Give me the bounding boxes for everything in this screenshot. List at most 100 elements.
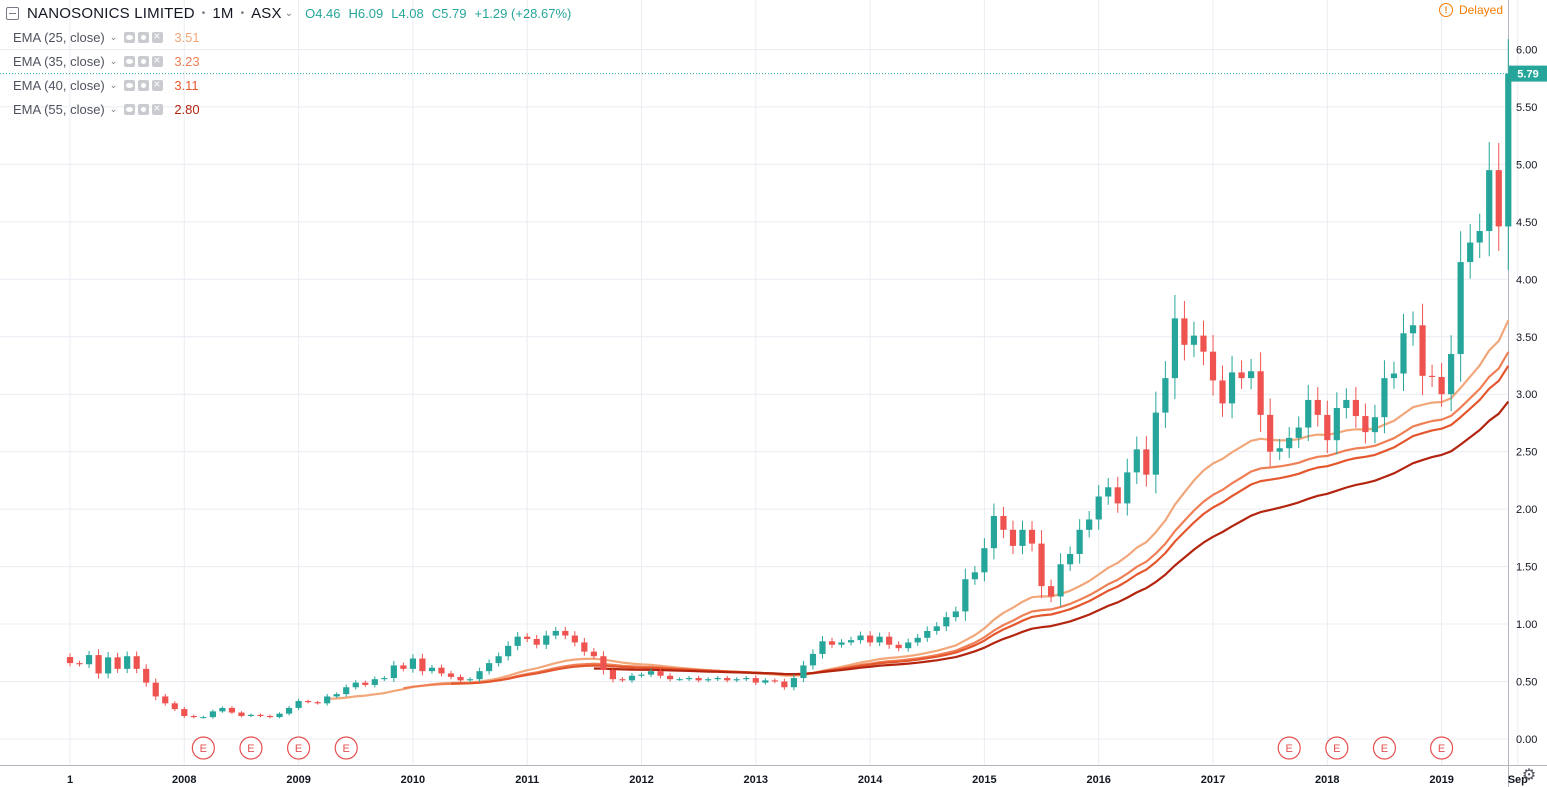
close-icon[interactable] [152,77,164,91]
earnings-marker[interactable]: E [191,736,215,760]
chevron-down-icon[interactable]: ⌄ [284,7,294,19]
chevron-down-icon[interactable]: ⌄ [109,79,118,90]
candle [562,626,569,640]
eye-icon[interactable] [124,31,136,43]
candle-body [1381,378,1388,418]
gear-icon[interactable] [138,55,150,67]
candle [962,568,969,621]
candle-body [1105,487,1112,497]
close-icon[interactable] [152,29,164,43]
price-tick-label: 5.00 [1516,159,1537,171]
candle-body [790,678,797,688]
candle [581,637,588,656]
ema-lines [327,319,1510,700]
indicator-label: EMA (35, close) [13,53,105,69]
indicator-legend-ema25[interactable]: EMA (25, close) ⌄ 3.51 [13,28,200,46]
time-tick-label: 2009 [286,774,310,786]
candle [743,676,750,682]
candle [181,706,188,718]
indicator-legend-ema40[interactable]: EMA (40, close) ⌄ 3.11 [13,76,199,94]
earnings-marker[interactable]: E [1325,736,1349,760]
chart-settings-gear-icon[interactable]: ⚙ [1521,767,1537,784]
candle-body [1028,529,1036,544]
candle [1381,360,1388,434]
candle [733,677,740,683]
earnings-marker[interactable]: E [1372,736,1397,760]
earnings-marker[interactable]: E [239,736,263,760]
earnings-circle [287,736,311,760]
gear-icon[interactable] [138,103,150,115]
eye-icon[interactable] [124,79,136,91]
candle [105,652,112,679]
candle [1057,553,1064,607]
eye-icon[interactable] [124,55,136,67]
chevron-down-icon[interactable]: ⌄ [109,55,118,66]
candle-body [1505,73,1512,227]
ema-line-40 [450,365,1510,685]
candle-body [705,679,712,681]
candle-body [1181,318,1188,345]
close-icon[interactable] [152,101,164,115]
price-tick-label: 1.50 [1516,562,1537,574]
time-tick-label: 2011 [515,774,539,786]
candle [609,666,617,683]
candle-body [933,626,940,631]
candle [1305,384,1312,442]
symbol-name[interactable]: NANOSONICS LIMITED [27,4,195,22]
chevron-down-icon[interactable]: ⌄ [109,103,118,114]
candle [819,636,826,659]
earnings-marker[interactable]: E [287,736,311,760]
candle-body [238,712,245,716]
interval-label[interactable]: 1M [212,4,234,22]
candle-body [1467,242,1474,263]
earnings-marker[interactable]: E [1429,736,1454,760]
candle-body [924,630,931,638]
indicator-legend-ema35[interactable]: EMA (35, close) ⌄ 3.23 [13,52,200,70]
candle [228,706,236,715]
price-tick-label: 2.00 [1516,504,1537,516]
time-tick-label: 2019 [1429,774,1453,786]
earnings-label: E [1286,743,1293,755]
indicator-value: 3.23 [174,53,200,69]
candle [381,676,388,682]
collapse-legend-icon[interactable] [6,6,19,20]
candle-body [1305,399,1312,428]
candle [343,684,350,697]
candle-body [466,679,474,681]
candle [971,566,978,585]
candle-body [781,681,788,688]
candle-body [1324,414,1331,441]
candle [781,678,788,690]
candle [1162,361,1169,428]
candle-body [428,667,436,672]
candle [1276,438,1283,461]
gear-icon[interactable] [138,79,150,91]
candle-body [95,655,102,674]
candle [162,693,169,706]
candle [390,660,397,683]
candle [1209,334,1217,396]
candle-body [1343,399,1350,409]
candle [1095,485,1102,530]
price-tick-label: 6.00 [1516,44,1537,56]
earnings-marker[interactable]: E [1277,736,1301,760]
candle [438,664,445,677]
candle [1286,426,1293,459]
candle-body [762,680,769,683]
indicator-legend-ema55[interactable]: EMA (55, close) ⌄ 2.80 [13,100,200,118]
eye-icon[interactable] [124,103,136,115]
candle [657,668,664,679]
candle [1486,142,1493,257]
delayed-indicator[interactable]: ! Delayed [1438,3,1503,17]
candle [676,677,683,681]
candle [171,701,178,711]
candle [362,680,369,687]
gear-icon[interactable] [138,31,150,43]
close-icon[interactable] [152,53,164,67]
earnings-marker[interactable]: E [334,736,358,760]
candle-body [867,635,874,643]
chevron-down-icon[interactable]: ⌄ [109,31,118,42]
candle [124,651,131,674]
candle [828,637,836,648]
